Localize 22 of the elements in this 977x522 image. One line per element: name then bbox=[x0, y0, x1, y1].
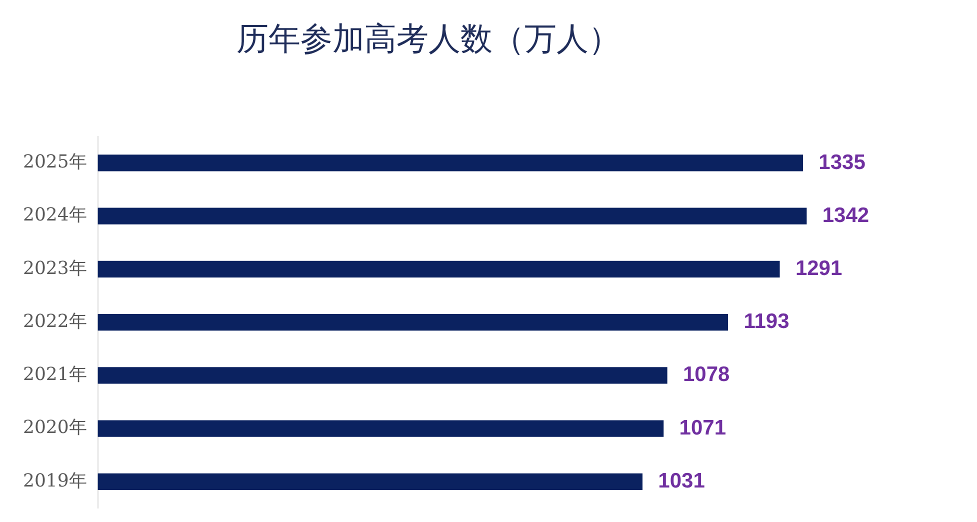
bar bbox=[98, 420, 664, 437]
data-label: 1291 bbox=[795, 256, 842, 280]
bar bbox=[98, 154, 804, 172]
y-tick-label: 2022年 bbox=[22, 310, 87, 332]
data-label: 1193 bbox=[744, 310, 790, 334]
y-tick-label: 2025年 bbox=[22, 152, 87, 173]
bar bbox=[98, 314, 728, 331]
data-label: 1335 bbox=[818, 150, 866, 174]
bar bbox=[98, 208, 807, 224]
bar bbox=[98, 473, 642, 490]
bar bbox=[98, 260, 780, 278]
data-label: 1071 bbox=[679, 416, 726, 440]
chart-title: 历年参加高考人数（万人） bbox=[236, 20, 620, 58]
y-tick-label: 2023年 bbox=[22, 258, 87, 279]
bar bbox=[98, 367, 668, 384]
y-tick-label: 2020年 bbox=[22, 417, 87, 438]
data-label: 1031 bbox=[658, 469, 706, 492]
data-label: 1342 bbox=[822, 204, 870, 227]
y-tick-label: 2024年 bbox=[22, 204, 87, 226]
data-label: 1078 bbox=[682, 363, 730, 386]
y-tick-label: 2021年 bbox=[22, 364, 87, 386]
y-tick-label: 2019年 bbox=[22, 470, 87, 492]
